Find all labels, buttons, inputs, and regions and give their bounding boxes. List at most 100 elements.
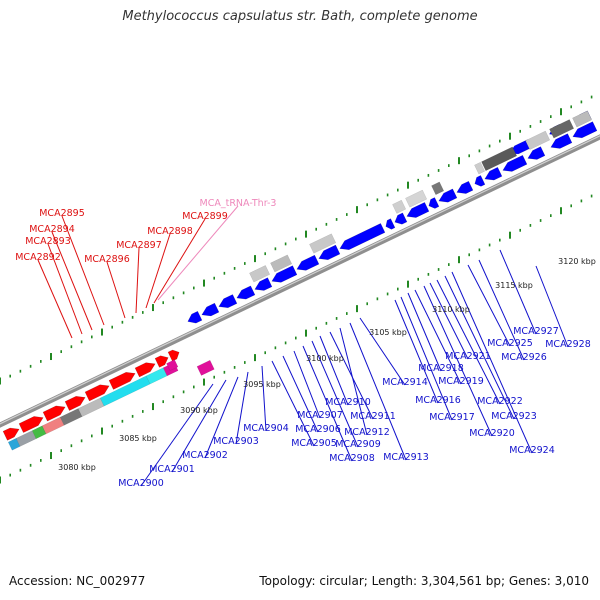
label-leader-line: [47, 243, 83, 335]
gene-label: MCA2894: [29, 224, 75, 235]
label-leader-line: [153, 218, 206, 304]
reverse-gene-arrow: [428, 197, 440, 209]
label-leader-line: [414, 289, 462, 385]
label-leader-line: [140, 383, 214, 487]
gene-label: MCA2922: [477, 396, 523, 407]
gene-label: MCA2918: [418, 363, 464, 374]
gene-label: MCA2925: [487, 338, 533, 349]
genome-backbone: [0, 134, 600, 428]
reverse-gene-arrow: [456, 180, 474, 194]
reverse-gene-arrow: [385, 218, 396, 230]
scale-label: 3090 kbp: [180, 406, 218, 415]
reverse-gene-arrow: [502, 154, 528, 172]
gene-label: MCA2923: [491, 411, 537, 422]
gene-features: [2, 110, 598, 451]
label-leader-line: [235, 371, 249, 445]
label-leader-line: [145, 233, 171, 309]
gene-label: MCA2926: [501, 352, 547, 363]
cog-block: [41, 416, 65, 435]
gene-label: MCA_tRNA-Thr-3: [200, 198, 277, 209]
forward-gene-arrow: [64, 396, 86, 411]
gene-label: MCA2903: [213, 436, 259, 447]
label-leader-line: [302, 345, 353, 462]
cog-block: [405, 189, 428, 208]
gene-label: MCA2898: [147, 226, 193, 237]
label-leader-line: [51, 231, 93, 331]
reverse-gene-arrow: [187, 310, 203, 324]
gene-label: MCA2901: [149, 464, 195, 475]
backbone-line: [0, 134, 600, 428]
gene-label: MCA2919: [438, 376, 484, 387]
gene-label: MCA2897: [116, 240, 162, 251]
gene-label: MCA2908: [329, 453, 375, 464]
accession-text: Accession: NC_002977: [9, 574, 146, 588]
gene-label: MCA2900: [118, 478, 164, 489]
forward-gene-arrow: [42, 405, 66, 422]
label-leader-line: [261, 365, 267, 432]
reverse-gene-arrow: [271, 265, 298, 283]
cog-block: [59, 408, 83, 426]
scale-label: 3100 kbp: [306, 354, 344, 363]
gene-label: MCA2928: [545, 339, 591, 350]
cog-block: [481, 146, 518, 172]
forward-gene-arrow: [18, 416, 44, 433]
label-leader-line: [423, 285, 493, 437]
label-leader-line: [37, 259, 73, 339]
scale-label: 3120 kbp: [558, 257, 596, 266]
reverse-gene-arrow: [527, 146, 546, 160]
reverse-gene-arrow: [254, 277, 273, 291]
scale-label: 3105 kbp: [369, 328, 407, 337]
gene-label: MCA2902: [182, 450, 228, 461]
gene-label: MCA2905: [291, 438, 337, 449]
label-leader-line: [451, 271, 533, 454]
backbone-highlight: [0, 135, 600, 425]
forward-gene-arrow: [134, 362, 156, 378]
scale-label: 3080 kbp: [58, 463, 96, 472]
reverse-gene-arrow: [550, 133, 573, 149]
reverse-gene-arrow: [572, 121, 598, 139]
reverse-gene-arrow: [318, 244, 341, 261]
forward-gene-arrow: [167, 349, 180, 362]
gene-label: MCA2912: [344, 427, 390, 438]
gene-label: MCA2920: [469, 428, 515, 439]
cog-block: [549, 119, 575, 139]
scale-label: 3115 kbp: [495, 281, 533, 290]
cog-block: [572, 110, 593, 128]
label-leader-line: [271, 360, 315, 447]
reverse-gene-arrow: [201, 302, 220, 317]
gene-label: MCA2896: [84, 254, 130, 265]
label-leader-line: [467, 264, 511, 347]
scale-ticks: [0, 95, 593, 484]
forward-gene-arrow: [84, 384, 110, 402]
forward-gene-arrow: [154, 355, 169, 368]
forward-gene-arrow: [108, 372, 136, 390]
label-leader-line: [319, 335, 349, 406]
gene-label: MCA2914: [382, 377, 428, 388]
cog-block: [392, 199, 407, 214]
scale-label: 3110 kbp: [432, 305, 470, 314]
reverse-gene-arrow: [438, 188, 458, 203]
label-leader-line: [339, 327, 368, 436]
gene-label: MCA2899: [182, 211, 228, 222]
reverse-gene-arrow: [218, 294, 238, 309]
gene-label: MCA2906: [295, 424, 341, 435]
gene-label: MCA2909: [335, 439, 381, 450]
forward-gene-arrow: [2, 427, 20, 441]
label-leader-line: [282, 355, 319, 433]
gene-label: MCA2921: [445, 351, 491, 362]
gene-label: MCA2913: [383, 452, 429, 463]
cog-block: [474, 161, 486, 175]
label-leader-lines: [37, 205, 569, 487]
gene-label: MCA2904: [243, 423, 289, 434]
label-leader-line: [535, 265, 569, 348]
gene-label: MCA2916: [415, 395, 461, 406]
label-leader-line: [349, 322, 407, 461]
label-leader-line: [106, 261, 126, 319]
label-leader-line: [171, 379, 227, 473]
label-leader-line: [61, 215, 105, 326]
label-leader-line: [394, 299, 439, 404]
label-leader-line: [311, 340, 359, 448]
gene-label: MCA2927: [513, 326, 559, 337]
label-leader-line: [204, 376, 239, 459]
